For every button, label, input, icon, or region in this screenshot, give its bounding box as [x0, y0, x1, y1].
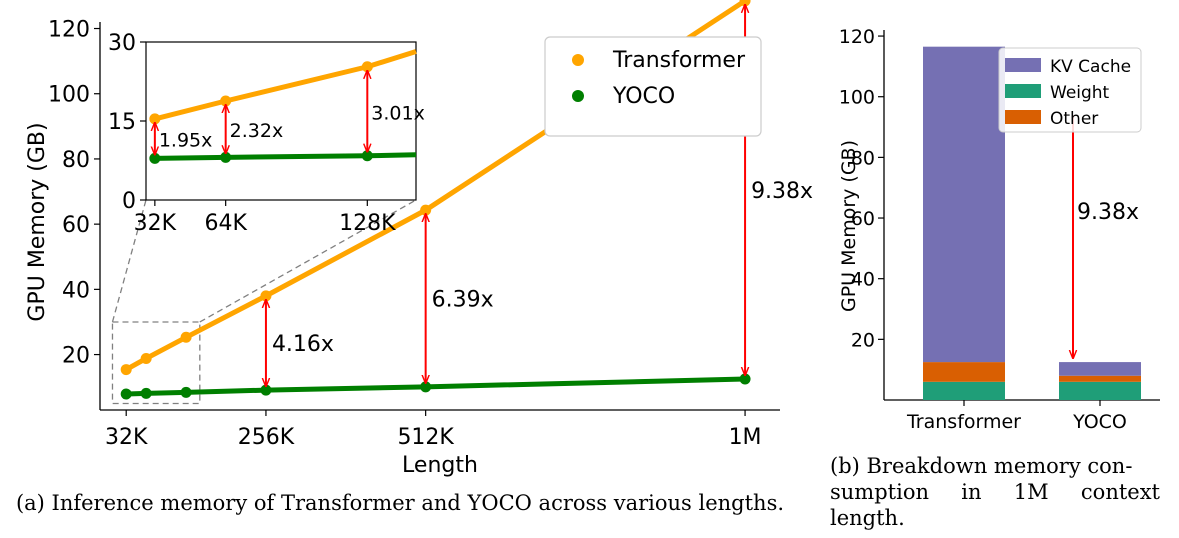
inset-data-point-yoco	[361, 150, 373, 162]
data-point-yoco	[180, 386, 192, 398]
data-point-transformer	[120, 364, 132, 376]
inset-y-tick-label: 30	[108, 31, 136, 56]
inset-x-tick-label: 128K	[339, 211, 396, 236]
inset-ratio-label: 2.32x	[230, 120, 284, 142]
inset-y-tick-label: 0	[122, 189, 136, 214]
axes	[99, 22, 780, 411]
x-tick-label: 1M	[729, 425, 762, 450]
inset-ratio-label: 3.01x	[371, 102, 425, 124]
legend-marker-yoco	[572, 90, 584, 102]
bar-other-yoco	[1059, 375, 1141, 382]
inset-x-tick-label: 64K	[204, 211, 247, 236]
y-tick-label: 120	[48, 18, 90, 43]
data-point-transformer	[260, 290, 272, 302]
ratio-label: 9.38x	[1077, 200, 1139, 225]
bar-other-transformer	[923, 362, 1005, 382]
bar-weight-transformer	[923, 381, 1005, 400]
x-tick-label: 256K	[238, 425, 295, 450]
data-point-yoco	[420, 381, 432, 393]
y-tick-label: 100	[839, 87, 875, 109]
x-ticks: 32K 256K 512K 1M	[105, 410, 762, 450]
data-point-transformer	[180, 331, 192, 343]
y-tick-label: 60	[851, 208, 875, 230]
ratio-label: 9.38x	[751, 179, 813, 204]
y-axis-label: GPU Memory (GB)	[25, 122, 50, 321]
inset-annotations: 1.95x 2.32x 3.01x	[155, 71, 425, 155]
x-ticks: Transformer YOCO	[906, 400, 1127, 433]
inset-y-ticks: 0 15 30	[108, 31, 146, 214]
x-tick-label: Transformer	[906, 411, 1021, 433]
x-tick-label: YOCO	[1072, 411, 1127, 433]
bars	[923, 46, 1141, 400]
y-tick-label: 60	[62, 213, 90, 238]
x-axis-label: Length	[402, 453, 478, 478]
y-tick-label: 80	[62, 148, 90, 173]
y-tick-label: 20	[62, 344, 90, 369]
zoom-connector	[111, 199, 147, 323]
legend-swatch-weight	[1005, 84, 1041, 98]
inset-chart: 0 15 30 32K 64K 128K 1.95x 2.32x 3.01x	[108, 31, 425, 236]
stacked-bar-chart: 20 40 60 80 100 120 Transformer YOCO 9.38x GPU…	[838, 26, 1160, 433]
legend-label-kv-cache: KV Cache	[1050, 57, 1131, 77]
zoom-connector	[199, 199, 417, 323]
inset-data-point-yoco	[220, 151, 232, 163]
y-ticks: 20 40 60 80 100 120	[48, 18, 100, 369]
legend-label-other: Other	[1050, 109, 1098, 129]
inset-x-ticks: 32K 64K 128K	[134, 200, 396, 236]
legend: Transformer YOCO	[544, 36, 762, 137]
inset-data-point-transformer	[361, 61, 373, 73]
ratio-label: 4.16x	[272, 332, 334, 357]
data-point-yoco	[739, 373, 751, 385]
series	[120, 0, 751, 400]
series-line-yoco	[126, 376, 746, 397]
y-tick-label: 40	[62, 278, 90, 303]
y-axis-label: GPU Memory (GB)	[838, 140, 860, 312]
ratio-label: 6.39x	[432, 287, 494, 312]
legend-marker-transformer	[572, 54, 584, 66]
annotation: 9.38x	[1073, 115, 1139, 358]
inset-series	[149, 49, 417, 164]
data-point-yoco	[260, 384, 272, 396]
zoom-box	[111, 321, 201, 405]
data-point-yoco	[120, 388, 132, 400]
inset-ratio-label: 1.95x	[159, 130, 213, 152]
legend-label-yoco: YOCO	[612, 84, 675, 109]
y-ticks: 20 40 60 80 100 120	[839, 26, 884, 351]
inset-data-point-transformer	[220, 95, 232, 107]
inset-series-line-transformer	[154, 49, 417, 122]
caption-b-line1: (b) Breakdown memory con-	[830, 454, 1133, 478]
zoom-indicator	[111, 199, 417, 405]
bar-kv-cache-yoco	[1059, 362, 1141, 376]
y-tick-label: 20	[851, 329, 875, 351]
data-point-yoco	[140, 387, 152, 399]
legend-frame	[544, 36, 762, 137]
bar-weight-yoco	[1059, 381, 1141, 400]
inset-series-line-yoco	[154, 152, 417, 161]
legend-swatch-kv-cache	[1005, 58, 1041, 72]
caption-b-line2: sumption in 1M context length.	[830, 480, 1160, 530]
inset-data-point-transformer	[149, 113, 161, 125]
data-point-transformer	[140, 352, 152, 364]
x-tick-label: 512K	[397, 425, 454, 450]
inset-x-tick-label: 32K	[134, 211, 177, 236]
legend-label-transformer: Transformer	[612, 48, 746, 73]
x-tick-label: 32K	[105, 425, 148, 450]
data-point-transformer	[420, 204, 432, 216]
y-tick-label: 80	[851, 147, 875, 169]
y-tick-label: 120	[839, 26, 875, 48]
bar-kv-cache-transformer	[923, 46, 1005, 363]
caption-a: (a) Inference memory of Transformer and …	[15, 491, 785, 515]
legend-label-weight: Weight	[1050, 83, 1110, 103]
caption-b: (b) Breakdown memory con- sumption in 1M…	[830, 453, 1160, 531]
inset-data-point-yoco	[149, 152, 161, 164]
y-tick-label: 40	[851, 269, 875, 291]
y-tick-label: 100	[48, 83, 90, 108]
inset-y-tick-label: 15	[108, 110, 136, 135]
line-chart: 20 40 60 80 100 120 32K 256K 512K 1M 4.16x 6.39x 9…	[25, 0, 813, 478]
legend: KV Cache Weight Other	[998, 47, 1142, 133]
legend-swatch-other	[1005, 110, 1041, 124]
